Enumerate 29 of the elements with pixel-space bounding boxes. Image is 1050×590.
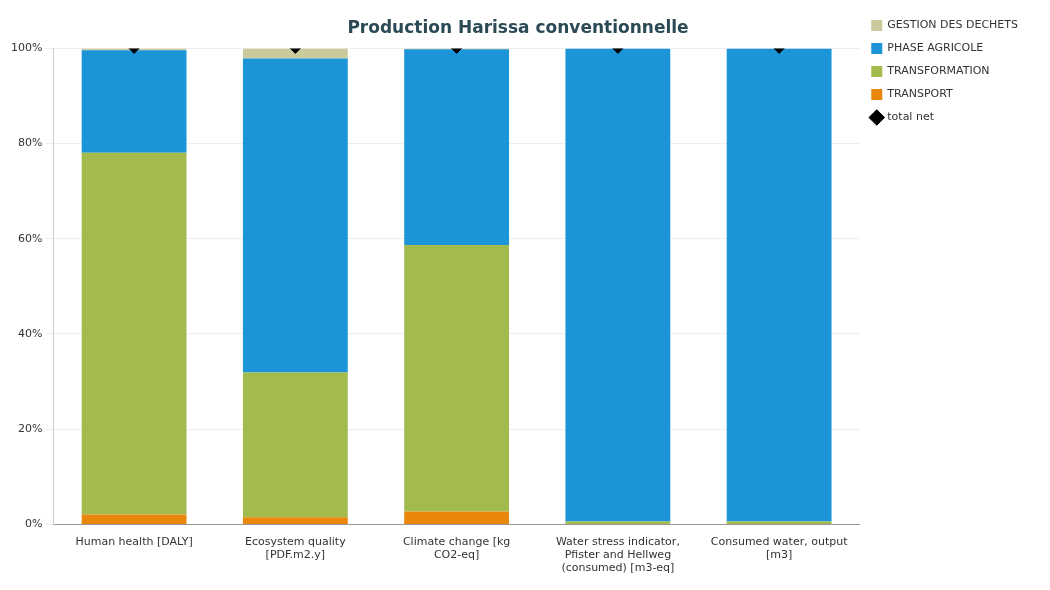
bar xyxy=(81,514,187,524)
y-tick-label: 40% xyxy=(17,326,43,340)
bar xyxy=(242,58,348,373)
y-tick-label: 20% xyxy=(17,422,43,436)
legend-label: GESTION DES DECHETS xyxy=(887,18,1019,32)
y-tick-label: 100% xyxy=(10,41,43,55)
x-tick-label: Human health [DALY] xyxy=(75,534,193,548)
bar xyxy=(726,48,832,522)
bar xyxy=(404,49,510,245)
legend-label: TRANSPORT xyxy=(886,87,954,101)
x-tick-label: Water stress indicator, Pfister and Hellweg (consumed) [m3-eq] xyxy=(555,534,680,575)
bar xyxy=(242,517,348,524)
bar xyxy=(81,152,187,515)
y-tick-label: 60% xyxy=(17,231,43,245)
bar xyxy=(404,511,510,524)
legend-label: PHASE AGRICOLE xyxy=(887,41,984,55)
bar xyxy=(242,48,348,59)
y-tick-label: 80% xyxy=(17,136,43,150)
y-tick-label: 0% xyxy=(24,517,43,531)
x-tick-label: Ecosystem quality [PDF.m2.y] xyxy=(245,534,347,562)
bar xyxy=(565,48,671,522)
legend-label: TRANSFORMATION xyxy=(886,64,990,78)
bar xyxy=(242,372,348,518)
legend-label: total net xyxy=(887,110,935,124)
bar xyxy=(81,50,187,153)
bar xyxy=(404,244,510,512)
x-tick-label: Climate change [kg CO2-eq] xyxy=(402,534,511,562)
x-tick-label: Consumed water, output [m3] xyxy=(710,534,849,562)
chart-title: Production Harissa conventionnelle xyxy=(347,16,689,37)
